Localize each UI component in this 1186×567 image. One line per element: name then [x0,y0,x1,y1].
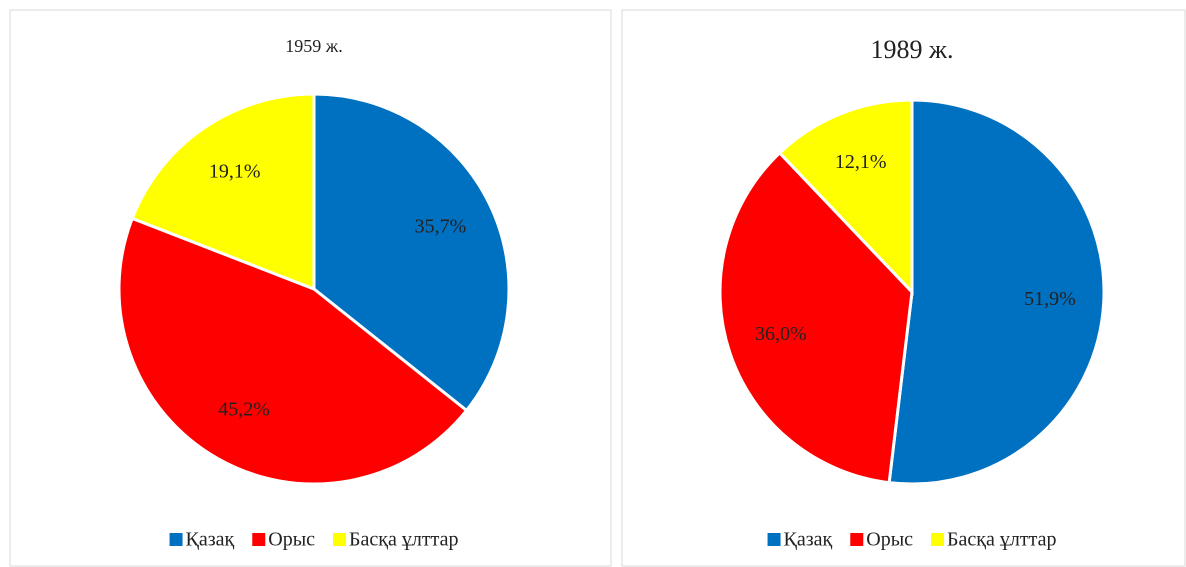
legend-label: Орыс [866,529,913,551]
legend-swatch [169,533,183,546]
chart-title: 1989 ж. [871,35,954,64]
legend-label: Басқа ұлттар [947,529,1056,551]
pie-slice [777,98,914,296]
legend-label: Қазақ [186,529,235,551]
pie-slice [130,92,316,292]
legend-swatch [333,533,347,546]
legend-label: Басқа ұлттар [349,529,458,551]
legend-swatch [767,533,781,546]
pie-slice [312,92,511,413]
pie-slice [117,216,469,486]
legend-label: Орыс [268,529,315,551]
pie-slice [718,150,914,485]
data-label: 12,1% [835,151,887,173]
data-label: 19,1% [209,161,261,183]
legend-swatch [850,533,864,546]
legend-label: Қазақ [784,529,833,551]
data-label: 35,7% [415,216,467,238]
data-label: 45,2% [218,398,270,420]
pie-slice [887,98,1106,486]
data-label: 51,9% [1024,288,1076,310]
data-label: 36,0% [755,323,807,345]
legend-swatch [252,533,266,546]
chart-title: 1959 ж. [285,36,342,56]
legend-swatch [931,533,945,546]
